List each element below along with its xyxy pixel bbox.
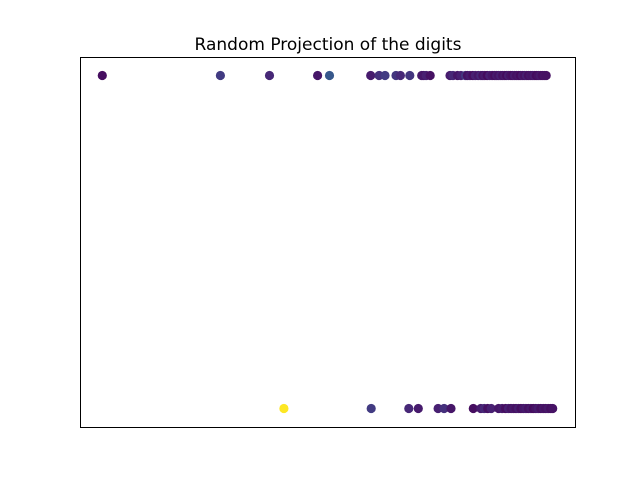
data-point <box>446 403 456 414</box>
data-point <box>468 403 478 414</box>
data-point <box>313 70 323 81</box>
data-point <box>425 70 435 81</box>
data-point <box>97 70 107 81</box>
data-point <box>404 403 414 414</box>
data-point <box>366 70 376 81</box>
data-point <box>279 403 289 414</box>
data-point <box>264 70 275 81</box>
scatter-points <box>97 70 558 414</box>
plot-area-frame <box>80 57 576 428</box>
data-point <box>439 403 449 414</box>
data-point <box>486 403 496 414</box>
data-point <box>395 70 405 81</box>
data-point <box>324 70 335 81</box>
data-point <box>548 403 558 414</box>
data-point <box>215 70 225 81</box>
data-point <box>405 70 415 81</box>
chart-title: Random Projection of the digits <box>195 35 462 55</box>
data-point <box>413 403 423 414</box>
data-point <box>541 70 551 81</box>
data-point <box>366 403 376 414</box>
data-point <box>380 70 390 81</box>
